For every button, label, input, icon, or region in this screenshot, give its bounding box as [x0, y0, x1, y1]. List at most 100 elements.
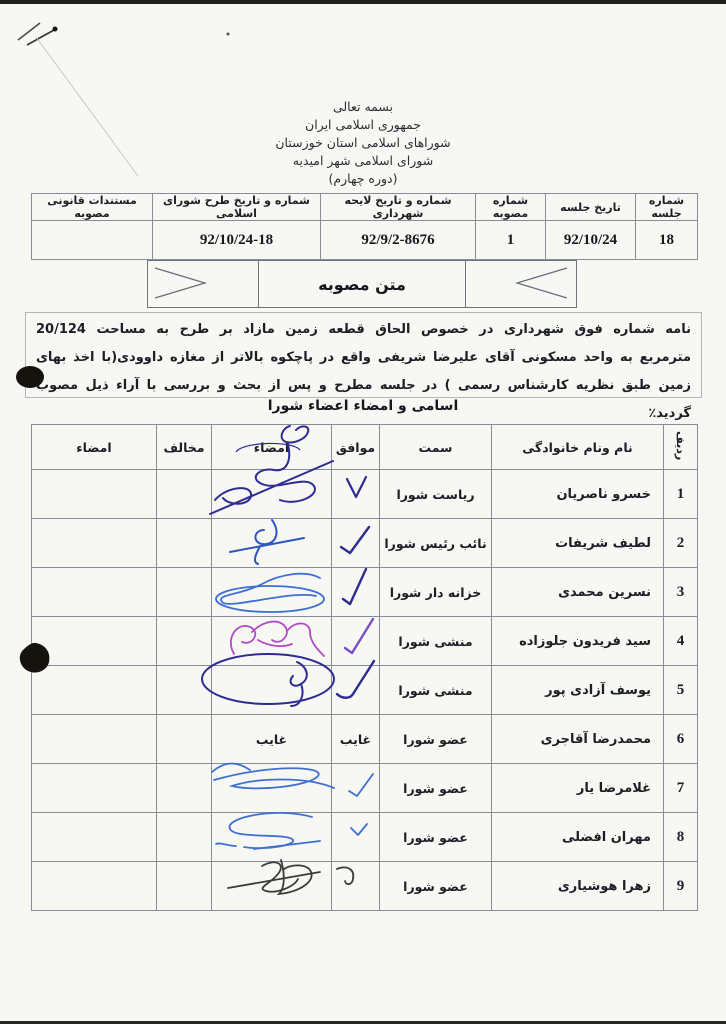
header-name: نام ونام خانوادگی	[491, 424, 664, 470]
table-row: 9 زهرا هوشیاری عضو شورا	[31, 861, 698, 911]
letterhead-city-council: شورای اسلامی شهر امیدیه	[292, 153, 434, 168]
banner-divider-left	[258, 261, 259, 307]
letterhead-country: جمهوری اسلامی ایران	[305, 117, 421, 132]
cell-position: ریاست شورا	[379, 469, 492, 519]
table-row: 1 خسرو ناصریان ریاست شورا	[31, 469, 698, 519]
table-row: 7 غلامرضا یار عضو شورا	[31, 763, 698, 813]
cell-signature-2	[31, 616, 157, 666]
cell-oppose	[156, 616, 212, 666]
info-value-legal-basis	[31, 220, 153, 260]
info-header-session-date: تاریخ جلسه	[545, 193, 636, 221]
header-agree: موافق	[331, 424, 380, 470]
cell-signature	[211, 469, 332, 519]
letterhead-province-councils: شوراهای اسلامی استان خوزستان	[275, 135, 451, 150]
info-value-row: 18 92/10/24 1 92/9/2-8676 92/10/24-18	[31, 220, 698, 260]
cell-signature	[211, 812, 332, 862]
cell-signature	[211, 518, 332, 568]
cell-oppose	[156, 469, 212, 519]
cell-signature	[211, 665, 332, 715]
cell-name: نسرین محمدی	[491, 567, 664, 617]
info-header-row: شماره جلسه تاریخ جلسه شماره مصوبه شماره …	[31, 193, 698, 221]
cell-signature	[211, 861, 332, 911]
info-value-plan-no-date: 92/10/24-18	[152, 220, 321, 260]
cell-name: مهران افضلی	[491, 812, 664, 862]
cell-row-no: 7	[663, 763, 698, 813]
table-row: 2 لطیف شریفات نائب رئیس شورا	[31, 518, 698, 568]
cell-oppose	[156, 518, 212, 568]
cell-agree	[331, 469, 380, 519]
cell-name: خسرو ناصریان	[491, 469, 664, 519]
banner-divider-right	[465, 261, 466, 307]
header-row-no: ردیف	[663, 424, 698, 470]
table-row: 4 سید فریدون جلوزاده منشی شورا	[31, 616, 698, 666]
cell-row-no: 1	[663, 469, 698, 519]
cell-signature-2	[31, 567, 157, 617]
cell-agree	[331, 518, 380, 568]
info-header-plan-no-date: شماره و تاریخ طرح شورای اسلامی	[152, 193, 321, 221]
cell-name: لطیف شریفات	[491, 518, 664, 568]
info-value-resolution-no: 1	[475, 220, 546, 260]
info-header-bill-no-date: شماره و تاریخ لایحه شهرداری	[320, 193, 476, 221]
scan-edge-top	[0, 0, 726, 4]
members-section-title: اسامی و امضاء اعضاء شورا	[267, 398, 459, 414]
cell-name: سید فریدون جلوزاده	[491, 616, 664, 666]
cell-position: خزانه دار شورا	[379, 567, 492, 617]
cell-oppose	[156, 763, 212, 813]
cell-agree	[331, 616, 380, 666]
info-value-session-no: 18	[635, 220, 698, 260]
cell-agree: غایب	[331, 714, 380, 764]
cell-signature-2	[31, 518, 157, 568]
resolution-text: نامه شماره فوق شهرداری در خصوص الحاق قطع…	[36, 322, 691, 421]
letterhead-term: (دوره چهارم)	[328, 171, 398, 186]
header-oppose: مخالف	[156, 424, 212, 470]
cell-oppose	[156, 665, 212, 715]
cell-position: عضو شورا	[379, 861, 492, 911]
cell-oppose	[156, 567, 212, 617]
cell-agree	[331, 861, 380, 911]
cell-signature-2	[31, 665, 157, 715]
cell-position: منشی شورا	[379, 665, 492, 715]
cell-signature-2	[31, 812, 157, 862]
resolution-text-box: نامه شماره فوق شهرداری در خصوص الحاق قطع…	[25, 312, 702, 421]
cell-row-no: 2	[663, 518, 698, 568]
cell-position: عضو شورا	[379, 714, 492, 764]
cell-signature-2	[31, 469, 157, 519]
cell-row-no: 4	[663, 616, 698, 666]
cell-signature-2	[31, 763, 157, 813]
cell-agree	[331, 763, 380, 813]
cell-position: نائب رئیس شورا	[379, 518, 492, 568]
cell-row-no: 5	[663, 665, 698, 715]
table-row: 5 یوسف آزادی پور منشی شورا	[31, 665, 698, 715]
cell-row-no: 6	[663, 714, 698, 764]
cell-row-no: 8	[663, 812, 698, 862]
letterhead-basmala: بسمه تعالی	[332, 99, 394, 114]
cell-name: یوسف آزادی پور	[491, 665, 664, 715]
cell-signature	[211, 763, 332, 813]
cell-agree	[331, 567, 380, 617]
cell-row-no: 3	[663, 567, 698, 617]
cell-agree	[331, 812, 380, 862]
cell-oppose	[156, 714, 212, 764]
info-header-legal-basis: مستندات قانونی مصوبه	[31, 193, 153, 221]
cell-name: محمدرضا آقاجری	[491, 714, 664, 764]
cell-position: عضو شورا	[379, 763, 492, 813]
members-table: ردیف نام ونام خانوادگی سمت موافق امضاء م…	[31, 424, 698, 911]
resolution-info-table: شماره جلسه تاریخ جلسه شماره مصوبه شماره …	[31, 193, 698, 260]
cell-position: عضو شورا	[379, 812, 492, 862]
header-signature-2: امضاء	[31, 424, 157, 470]
members-header-row: ردیف نام ونام خانوادگی سمت موافق امضاء م…	[31, 424, 698, 470]
table-row: 6 محمدرضا آقاجری عضو شورا غایب غایب	[31, 714, 698, 764]
cell-agree	[331, 665, 380, 715]
cell-signature-2	[31, 861, 157, 911]
table-row: 8 مهران افضلی عضو شورا	[31, 812, 698, 862]
info-header-session-no: شماره جلسه	[635, 193, 698, 221]
cell-signature	[211, 567, 332, 617]
cell-oppose	[156, 861, 212, 911]
cell-name: غلامرضا یار	[491, 763, 664, 813]
header-position: سمت	[379, 424, 492, 470]
scan-edge-bottom	[0, 1021, 726, 1024]
cell-oppose	[156, 812, 212, 862]
cell-position: منشی شورا	[379, 616, 492, 666]
letterhead: بسمه تعالی جمهوری اسلامی ایران شوراهای ا…	[0, 98, 726, 188]
